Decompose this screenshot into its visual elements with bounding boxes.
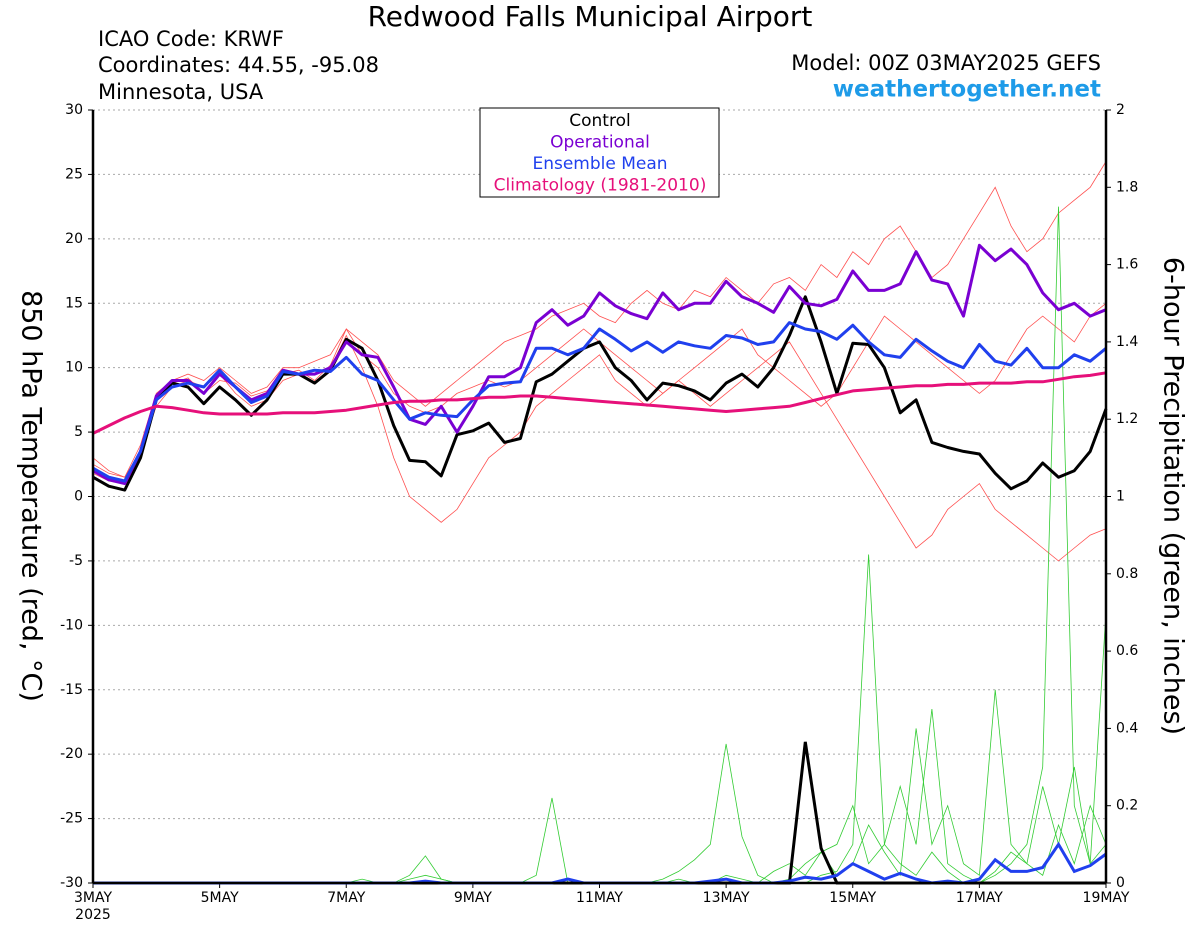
x-tick-label: 15MAY: [829, 890, 876, 906]
x-tick-label: 7MAY: [327, 890, 365, 906]
y-tick-label: 0: [74, 489, 83, 505]
series-line: [92, 295, 1108, 492]
y2-tick-label: 1.8: [1116, 179, 1138, 195]
member-line: [92, 334, 1107, 562]
x-tick-label: 5MAY: [201, 890, 239, 906]
x-tick-label: 3MAY: [74, 890, 112, 906]
y2-tick-label: 2: [1116, 102, 1125, 118]
y2-axis-label: 6-hour Precipitation (green, inches): [1158, 257, 1189, 735]
model-label: Model: 00Z 03MAY2025 GEFS: [791, 51, 1101, 75]
series-line: [92, 371, 1107, 435]
legend-label: Control: [569, 111, 630, 131]
y-tick-label: 5: [74, 424, 83, 440]
y-tick-label: -10: [60, 617, 83, 633]
y2-tick-label: 0.2: [1116, 798, 1138, 814]
x-tick-label: 19MAY: [1083, 890, 1130, 906]
legend-label: Operational: [550, 133, 650, 153]
y2-tick-label: 0: [1116, 875, 1125, 891]
chart-title: Redwood Falls Municipal Airport: [368, 0, 813, 33]
info-line: Coordinates: 44.55, -95.08: [98, 53, 379, 77]
y-tick-label: -15: [60, 682, 83, 698]
series-line: [92, 243, 1107, 486]
plot-area: -30-25-20-15-10-505101520253000.20.40.60…: [60, 102, 1138, 923]
y2-tick-label: 0.6: [1116, 643, 1138, 659]
x-year-label: 2025: [75, 907, 111, 923]
source-link[interactable]: weathertogether.net: [833, 77, 1101, 103]
y-tick-label: -25: [60, 811, 83, 827]
info-line: ICAO Code: KRWF: [98, 27, 284, 51]
member-line: [92, 161, 1107, 478]
y-tick-label: 30: [65, 102, 83, 118]
y2-tick-label: 1.2: [1116, 411, 1138, 427]
y2-tick-label: 1: [1116, 489, 1125, 505]
y-tick-label: -20: [60, 746, 83, 762]
y2-tick-label: 1.4: [1116, 334, 1138, 350]
y2-tick-label: 0.8: [1116, 566, 1138, 582]
y-tick-label: 10: [65, 360, 83, 376]
x-tick-label: 11MAY: [576, 890, 623, 906]
series-line: [92, 321, 1107, 483]
y-axis-label: 850 hPa Temperature (red, °C): [16, 290, 47, 702]
y-tick-label: 15: [65, 295, 83, 311]
y-tick-label: 20: [65, 231, 83, 247]
x-tick-label: 13MAY: [703, 890, 750, 906]
y2-tick-label: 0.4: [1116, 720, 1138, 736]
x-tick-label: 9MAY: [454, 890, 492, 906]
y-tick-label: -30: [60, 875, 83, 891]
info-line: Minnesota, USA: [98, 80, 264, 104]
legend-label: Climatology (1981-2010): [494, 176, 707, 196]
y-tick-label: 25: [65, 166, 83, 182]
legend-label: Ensemble Mean: [532, 154, 667, 174]
legend-box: [479, 107, 720, 198]
y2-tick-label: 1.6: [1116, 257, 1138, 273]
x-tick-label: 17MAY: [956, 890, 1003, 906]
y-tick-label: -5: [69, 553, 83, 569]
